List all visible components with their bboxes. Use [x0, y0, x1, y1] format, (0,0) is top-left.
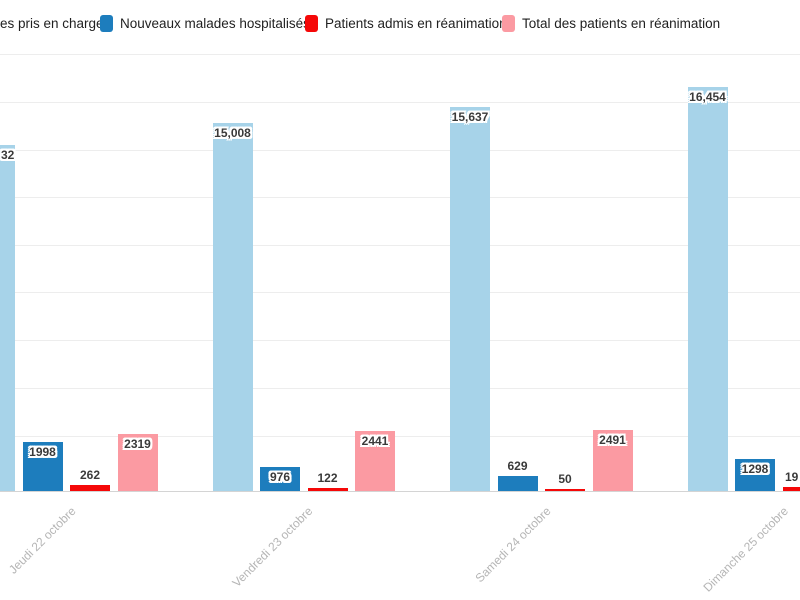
x-tick-label-3: Samedi 24 octobre	[472, 504, 554, 586]
legend-item-patients-admis-en-reanimation[interactable]: Patients admis en réanimation	[305, 13, 507, 33]
legend-item-label: Patients admis en réanimation	[325, 15, 507, 31]
legend-item-malades-pris-en-charge[interactable]: es pris en charge	[0, 13, 104, 33]
x-tick-label-2: Vendredi 23 octobre	[229, 504, 316, 590]
bar-label-patients-admis-en-reanimation-2: 122	[317, 471, 338, 485]
bar-label-total-patients-en-reanimation-1: 2319	[124, 437, 151, 452]
gridline	[0, 102, 800, 103]
legend-item-label: Nouveaux malades hospitalisés	[120, 15, 310, 31]
bar-label-patients-admis-en-reanimation-1: 262	[79, 467, 101, 482]
bar-label-patients-admis-en-reanimation-4: 19	[785, 470, 799, 484]
bar-malades-pris-en-charge-2[interactable]	[212, 122, 253, 491]
bar-label-nouveaux-malades-hospitalises-4: 1298	[741, 462, 769, 477]
bar-label-nouveaux-malades-hospitalises-3: 629	[507, 458, 528, 473]
bar-nouveaux-malades-hospitalises-1[interactable]	[22, 441, 63, 491]
bar-label-total-patients-en-reanimation-2: 2441	[361, 434, 389, 449]
bar-label-total-patients-en-reanimation-3: 2491	[599, 432, 626, 447]
x-axis-line	[0, 491, 800, 492]
gridline	[0, 150, 800, 151]
gridline	[0, 436, 800, 437]
bar-label-malades-pris-en-charge-2: 15,008	[214, 125, 251, 140]
legend-item-total-patients-en-reanimation[interactable]: Total des patients en réanimation	[502, 13, 720, 33]
legend-swatch-pink	[502, 14, 515, 32]
legend-item-label: Total des patients en réanimation	[522, 15, 721, 31]
x-tick-label-1: Jeudi 22 octobre	[5, 504, 79, 577]
gridline	[0, 54, 800, 55]
bar-patients-admis-en-reanimation-3[interactable]	[545, 488, 585, 491]
legend-swatch-red	[305, 14, 318, 32]
legend-item-nouveaux-malades-hospitalises[interactable]: Nouveaux malades hospitalisés	[100, 13, 310, 33]
bar-patients-admis-en-reanimation-2[interactable]	[307, 488, 348, 491]
bar-patients-admis-en-reanimation-4[interactable]	[782, 487, 800, 491]
gridline	[0, 340, 800, 341]
bar-label-nouveaux-malades-hospitalises-2: 976	[269, 470, 291, 485]
bar-nouveaux-malades-hospitalises-2[interactable]	[260, 467, 300, 491]
bar-total-patients-en-reanimation-1[interactable]	[117, 434, 158, 491]
bar-malades-pris-en-charge-3[interactable]	[450, 107, 490, 491]
bar-malades-pris-en-charge-4[interactable]	[687, 87, 728, 491]
bar-label-malades-pris-en-charge-3: 15,637	[451, 110, 489, 125]
bar-label-patients-admis-en-reanimation-3: 50	[558, 471, 572, 486]
x-tick-label-4: Dimanche 25 octobre	[700, 504, 791, 595]
gridline	[0, 197, 800, 198]
bar-label-nouveaux-malades-hospitalises-1: 1998	[29, 444, 56, 459]
gridline	[0, 292, 800, 293]
legend-item-label: es pris en charge	[0, 15, 104, 31]
gridline	[0, 388, 800, 389]
bar-label-malades-pris-en-charge-4: 16,454	[689, 90, 726, 105]
bar-total-patients-en-reanimation-3[interactable]	[592, 429, 633, 491]
bar-malades-pris-en-charge-1[interactable]	[0, 145, 15, 491]
bar-patients-admis-en-reanimation-1[interactable]	[70, 484, 110, 491]
legend-swatch-blue	[100, 14, 113, 32]
bar-label-malades-pris-en-charge-1: 32	[1, 148, 15, 162]
bar-nouveaux-malades-hospitalises-3[interactable]	[497, 475, 538, 491]
gridline	[0, 245, 800, 246]
bar-nouveaux-malades-hospitalises-4[interactable]	[735, 459, 775, 491]
bar-total-patients-en-reanimation-2[interactable]	[355, 431, 395, 491]
